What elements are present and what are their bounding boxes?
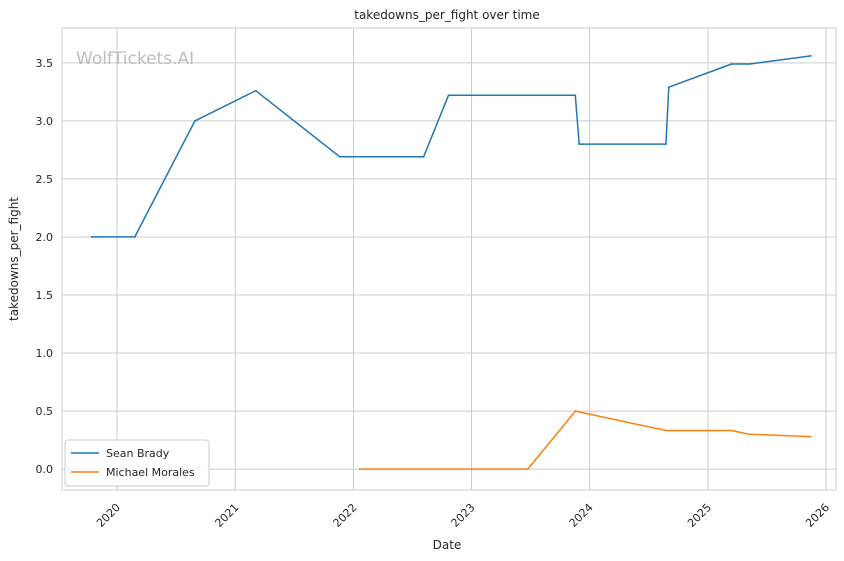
data-point-michael-morales xyxy=(730,429,733,432)
watermark: WolfTickets.AI xyxy=(76,49,194,69)
legend-box xyxy=(64,439,210,487)
data-point-sean-brady xyxy=(578,143,581,145)
y-tick-label: 0.5 xyxy=(36,405,54,418)
data-point-michael-morales xyxy=(664,429,667,432)
data-point-sean-brady xyxy=(667,86,670,89)
data-point-sean-brady xyxy=(133,236,136,238)
series-lines xyxy=(90,54,812,471)
data-point-sean-brady xyxy=(254,89,257,92)
data-point-sean-brady xyxy=(574,94,577,97)
chart-title: takedowns_per_fight over time xyxy=(354,8,540,22)
data-point-sean-brady xyxy=(422,155,425,158)
y-tick-label: 1.0 xyxy=(36,347,54,360)
y-tick-label: 2.5 xyxy=(36,173,54,186)
data-point-sean-brady xyxy=(748,63,751,65)
data-point-sean-brady xyxy=(447,94,450,97)
x-axis-label: Date xyxy=(433,538,462,552)
plot-frame xyxy=(61,27,837,491)
data-point-sean-brady xyxy=(664,143,667,145)
data-point-sean-brady xyxy=(338,155,341,158)
data-point-michael-morales xyxy=(526,468,529,471)
legend: Sean Brady Michael Morales xyxy=(64,439,210,487)
gridlines xyxy=(62,28,836,490)
data-point-sean-brady xyxy=(90,236,93,238)
data-point-michael-morales xyxy=(809,435,812,438)
data-point-michael-morales xyxy=(358,468,361,471)
y-axis-label: takedowns_per_fight xyxy=(7,197,21,321)
data-point-sean-brady xyxy=(809,54,812,57)
y-tick-label: 3.5 xyxy=(36,57,54,70)
data-point-sean-brady xyxy=(730,63,733,65)
y-tick-label: 3.0 xyxy=(36,115,54,128)
y-tick-label: 1.5 xyxy=(36,289,54,302)
legend-label-michael-morales: Michael Morales xyxy=(106,466,195,479)
y-tick-label: 0.0 xyxy=(36,463,54,476)
y-tick-label: 2.0 xyxy=(36,231,54,244)
legend-label-sean-brady: Sean Brady xyxy=(106,447,170,460)
data-point-sean-brady xyxy=(194,119,196,122)
series-line-sean-brady xyxy=(91,55,811,238)
data-point-michael-morales xyxy=(574,410,577,412)
data-point-michael-morales xyxy=(748,433,751,436)
